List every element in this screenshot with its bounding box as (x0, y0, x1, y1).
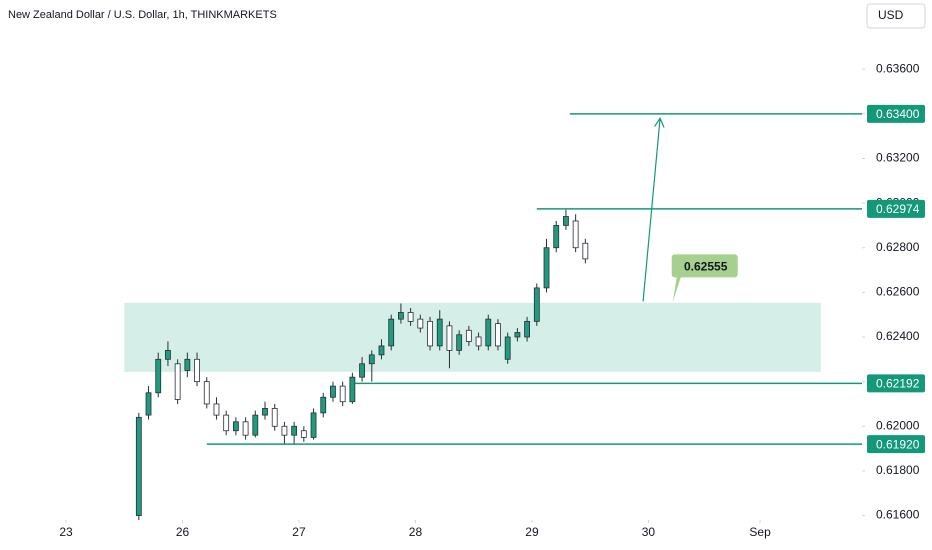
candle-body (475, 336, 482, 347)
chart-title: New Zealand Dollar / U.S. Dollar, 1h, TH… (8, 9, 277, 21)
candle-body (388, 318, 395, 347)
x-tick-label: 23 (59, 525, 73, 539)
candle-body (300, 430, 307, 438)
candle-body (135, 416, 142, 516)
y-tick-label: 0.62000 (876, 418, 920, 432)
candle-body (330, 385, 336, 398)
arrow-head (654, 117, 665, 128)
candle-body (504, 336, 511, 360)
x-tick-label: Sep (749, 525, 771, 539)
candle-body (359, 363, 365, 378)
x-tick-label: 28 (409, 525, 423, 539)
candle-body (572, 220, 579, 249)
candle-body (310, 412, 317, 438)
candle-body (563, 216, 569, 226)
candle-body (320, 396, 327, 414)
candle-body (232, 421, 239, 432)
candle-body (145, 392, 152, 416)
candle-body (398, 312, 404, 320)
candle-body (417, 318, 424, 329)
candle-body (524, 320, 531, 338)
level-label-box (867, 199, 925, 218)
candle-body (456, 334, 463, 351)
candle-body (485, 318, 492, 347)
candle-body (242, 421, 249, 436)
candle-body (427, 320, 433, 347)
candle-body (213, 403, 220, 416)
y-tick-label: 0.62400 (876, 329, 920, 343)
y-tick-label: 0.63200 (876, 151, 920, 165)
candle-body (407, 312, 414, 322)
candle-body (368, 354, 375, 365)
candle-body (446, 325, 453, 351)
candle-body (291, 425, 298, 436)
candle-body (582, 242, 589, 260)
candle-body (271, 408, 278, 427)
x-tick-label: 26 (176, 525, 190, 539)
candle-body (533, 287, 540, 322)
candle-body (378, 345, 385, 356)
callout-box (671, 254, 738, 303)
candle-body (495, 323, 501, 347)
candle-body (543, 247, 550, 289)
level-label: 0.62192 (876, 377, 920, 391)
candle-body (465, 329, 472, 342)
candle-body (281, 425, 288, 436)
x-tick-label: 27 (292, 525, 306, 539)
candle-body (514, 332, 521, 338)
level-label: 0.63400 (876, 107, 920, 121)
level-label: 0.61920 (876, 437, 920, 451)
y-tick-label: 0.63600 (876, 61, 920, 75)
currency-button[interactable] (866, 3, 926, 29)
y-tick-label: 0.62600 (876, 285, 920, 299)
currency-label[interactable]: USD (878, 8, 904, 22)
y-tick-label: 0.61600 (876, 508, 920, 522)
level-label-box (867, 104, 925, 123)
candle-body (174, 363, 181, 400)
candle-body (349, 376, 356, 403)
level-label-box (867, 374, 925, 393)
zone (124, 302, 821, 372)
candle-body (252, 414, 259, 436)
x-tick-label: 30 (642, 525, 656, 539)
candle-body (223, 414, 230, 432)
candle-body (165, 349, 171, 360)
candle-body (262, 408, 268, 416)
level-label-box (867, 435, 925, 454)
candle-body (339, 385, 346, 403)
candle-body (194, 358, 200, 383)
level-label: 0.62974 (876, 202, 920, 216)
arrow (642, 118, 661, 302)
candle-body (203, 381, 210, 405)
x-tick-label: 29 (525, 525, 539, 539)
candle-body (155, 358, 162, 394)
y-tick-label: 0.62800 (876, 240, 920, 254)
candle-body (553, 225, 560, 249)
candle-body (184, 358, 191, 371)
y-tick-label: 0.61800 (876, 463, 920, 477)
callout-label: 0.62555 (684, 260, 728, 274)
candle-body (436, 318, 443, 347)
